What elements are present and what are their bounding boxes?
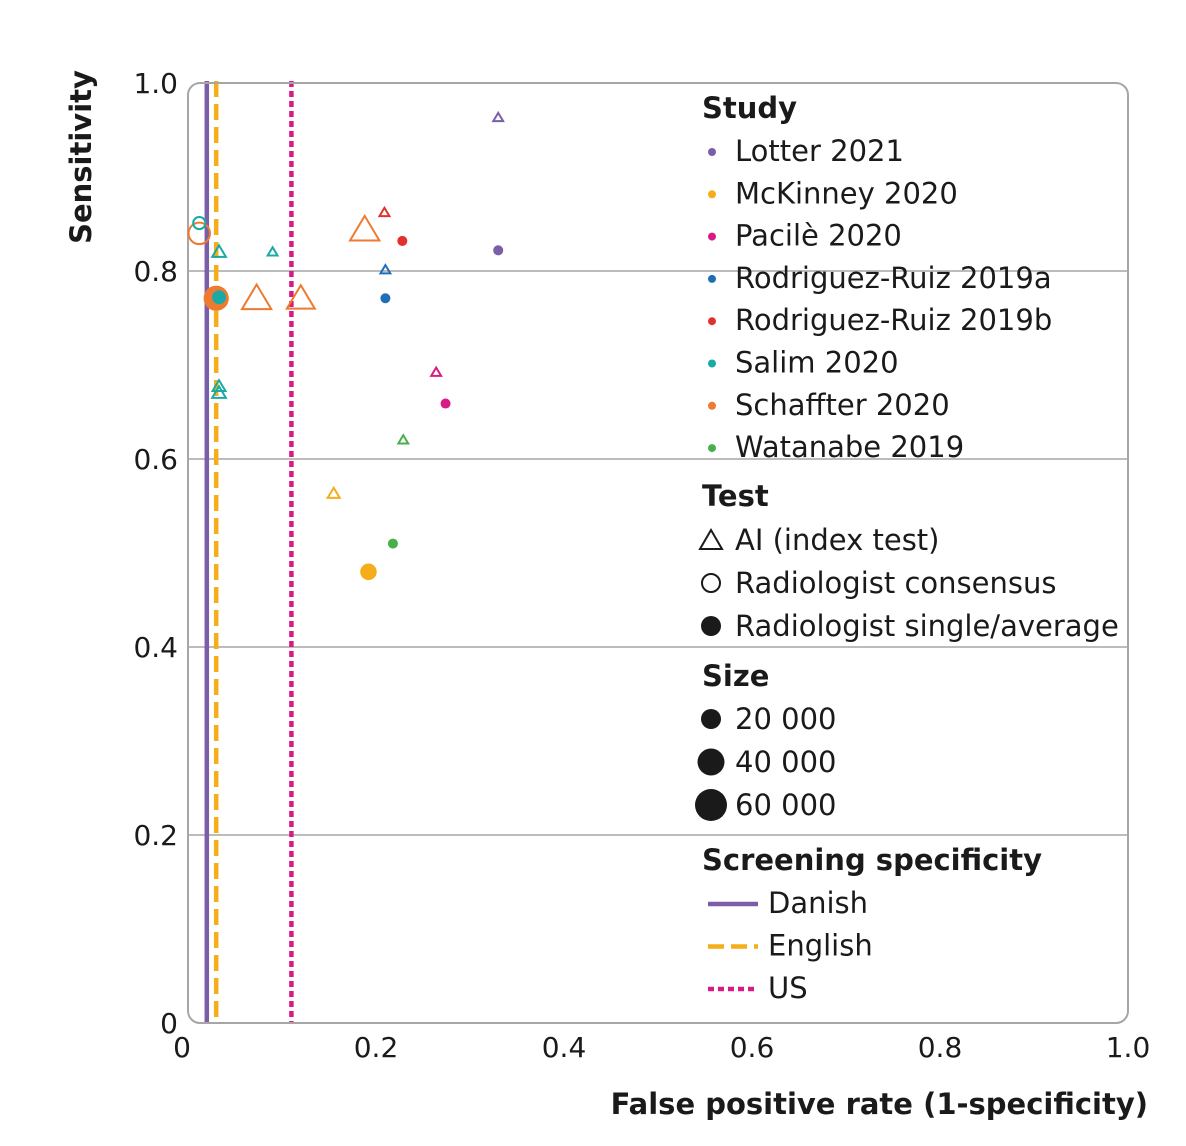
- legend-open-circle-icon: [701, 573, 721, 593]
- legend-test-label: Radiologist consensus: [735, 566, 1056, 600]
- point-radiologist-dot: [212, 290, 226, 305]
- legend-test-label: AI (index test): [735, 523, 940, 557]
- legend-study-label: Rodriguez-Ruiz 2019a: [735, 261, 1052, 295]
- point-ai-triangle: [325, 485, 342, 499]
- point-radiologist-dot: [360, 563, 377, 581]
- legend-study-marker: [708, 190, 716, 199]
- grid: [188, 270, 1128, 836]
- y-tick-label: 0.6: [133, 443, 178, 476]
- legend-screening-label: US: [768, 971, 808, 1005]
- legend-study-label: Lotter 2021: [735, 134, 904, 168]
- y-tick-label: 0: [160, 1007, 178, 1040]
- data-points: [187, 110, 505, 581]
- plot-frame: [187, 82, 1129, 1024]
- legend-study-label: Pacilè 2020: [735, 219, 902, 253]
- point-ai-triangle: [396, 433, 410, 445]
- legend: Study Lotter 2021 McKinney 2020 Pacilè 2020…: [695, 91, 1119, 1005]
- legend-study-label: Salim 2020: [735, 346, 899, 380]
- x-tick-label: 0.6: [730, 1031, 775, 1064]
- point-ai-triangle: [378, 263, 393, 275]
- y-axis-ticks: 0 0.2 0.4 0.6 0.8 1.0: [133, 67, 178, 1040]
- legend-size-icon: [701, 709, 721, 729]
- point-ai-triangle: [210, 243, 228, 258]
- legend-screening-heading: Screening specificity: [702, 843, 1042, 877]
- point-ai-triangle: [491, 110, 505, 123]
- point-consensus-circle: [192, 215, 207, 231]
- legend-size-icon: [697, 748, 725, 776]
- legend-size-label: 60 000: [735, 788, 836, 822]
- legend-test-label: Radiologist single/average: [735, 609, 1119, 643]
- y-tick-label: 0.8: [133, 255, 178, 288]
- legend-study-marker: [708, 444, 716, 453]
- legend-study-marker: [708, 317, 716, 326]
- point-radiologist-dot: [380, 293, 391, 304]
- point-ai-triangle: [429, 365, 443, 377]
- legend-size-icon: [695, 789, 727, 821]
- point-radiologist-dot: [397, 235, 408, 246]
- point-ai-triangle: [377, 205, 392, 218]
- legend-study-label: Watanabe 2019: [735, 430, 964, 464]
- legend-filled-circle-icon: [701, 616, 721, 636]
- legend-study-label: Schaffter 2020: [735, 388, 950, 422]
- point-consensus-circle: [187, 221, 212, 246]
- x-axis-ticks: 0 0.2 0.4 0.6 0.8 1.0: [173, 1031, 1150, 1064]
- x-tick-label: 0.4: [542, 1031, 587, 1064]
- point-radiologist-dot: [493, 245, 504, 256]
- legend-study-label: Rodriguez-Ruiz 2019b: [735, 303, 1052, 337]
- legend-test-heading: Test: [702, 479, 769, 513]
- legend-screening-label: Danish: [768, 886, 868, 920]
- legend-size-label: 20 000: [735, 702, 836, 736]
- legend-study-marker: [708, 148, 716, 156]
- legend-size-label: 40 000: [735, 745, 836, 779]
- legend-study-marker: [708, 274, 716, 283]
- legend-triangle-icon: [698, 528, 724, 550]
- point-radiologist-dot: [387, 538, 398, 549]
- point-radiologist-dot: [440, 398, 451, 409]
- legend-screening-label: English: [768, 929, 873, 963]
- legend-study-marker: [708, 232, 716, 241]
- y-axis-title: Sensitivity: [64, 70, 98, 244]
- screening-specificity-lines: [204, 81, 294, 1023]
- x-axis-title: False positive rate (1-specificity): [611, 1087, 1148, 1121]
- x-tick-label: 0.8: [918, 1031, 963, 1064]
- point-ai-triangle: [265, 245, 280, 257]
- legend-study-marker: [708, 401, 716, 410]
- y-tick-label: 0.4: [133, 631, 178, 664]
- legend-study-marker: [708, 359, 716, 368]
- legend-study-heading: Study: [702, 91, 797, 125]
- point-ai-triangle: [240, 282, 274, 311]
- legend-study-label: McKinney 2020: [735, 176, 958, 210]
- y-tick-label: 0.2: [133, 819, 178, 852]
- point-ai-triangle: [210, 384, 228, 399]
- x-tick-label: 1.0: [1106, 1031, 1151, 1064]
- y-tick-label: 1.0: [133, 67, 178, 100]
- legend-size-heading: Size: [702, 659, 769, 693]
- x-tick-label: 0.2: [354, 1031, 399, 1064]
- point-ai-triangle: [348, 213, 382, 242]
- point-ai-triangle: [210, 378, 228, 392]
- x-tick-label: 0: [173, 1031, 191, 1064]
- point-ai-triangle: [285, 283, 317, 310]
